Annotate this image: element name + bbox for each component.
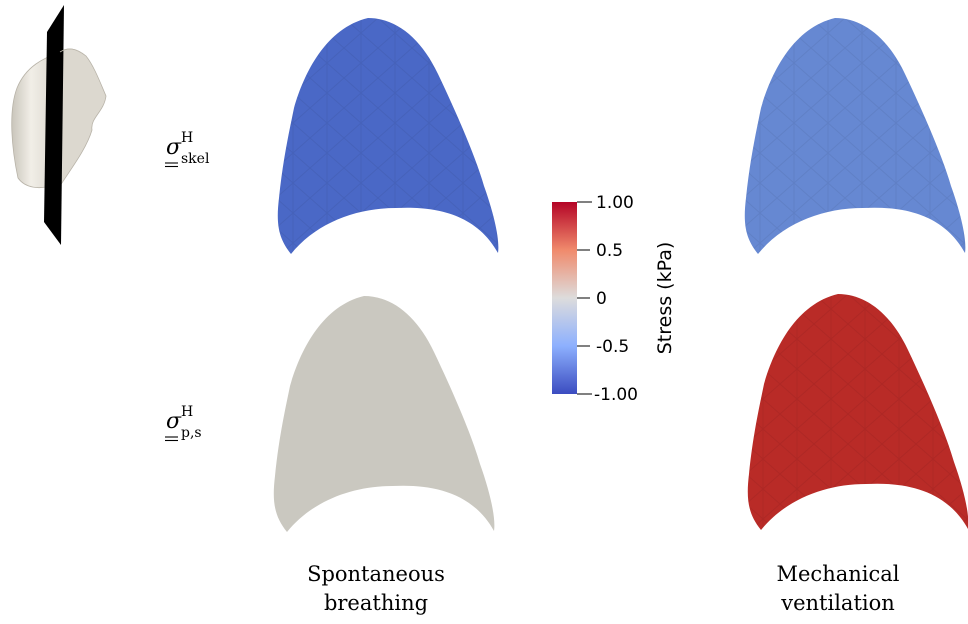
colorbar-tick-label: 1.00: [596, 193, 634, 213]
row-superscript: H: [181, 404, 193, 420]
row-label-ps: σ H p,s: [165, 404, 202, 442]
panel-ps-mechanical: [747, 294, 968, 530]
column-label-mechanical-line2: ventilation: [780, 591, 895, 615]
row-symbol: σ: [166, 135, 182, 160]
row-label-skel: σ H skel: [165, 130, 210, 168]
colorbar-tick-label: -1.00: [594, 385, 638, 405]
row-superscript: H: [181, 130, 193, 146]
row-subscript: skel: [181, 151, 210, 167]
colorbar-tick-label: 0.5: [596, 241, 623, 261]
cut-plane-icon: [44, 5, 64, 245]
panel-ps-spontaneous: [273, 296, 495, 532]
column-label-mechanical-line1: Mechanical: [777, 562, 900, 586]
panel-skel-mechanical: [744, 18, 966, 254]
colorbar-tick-label: 0: [596, 289, 607, 309]
row-subscript: p,s: [181, 425, 202, 441]
lung-model-icon: [11, 5, 107, 245]
row-symbol: σ: [166, 409, 182, 434]
colorbar-title: Stress (kPa): [654, 242, 676, 355]
colorbar-tick-label: -0.5: [596, 337, 629, 357]
colorbar: 1.00 0.5 0 -0.5 -1.00 Stress (kPa): [552, 193, 676, 405]
colorbar-ticks: [577, 201, 592, 395]
column-label-spontaneous-line2: breathing: [324, 591, 428, 615]
lung-slice-icon: [273, 296, 495, 532]
column-label-spontaneous-line1: Spontaneous: [307, 562, 445, 586]
panel-skel-spontaneous: [277, 18, 499, 254]
colorbar-gradient: [552, 202, 577, 394]
